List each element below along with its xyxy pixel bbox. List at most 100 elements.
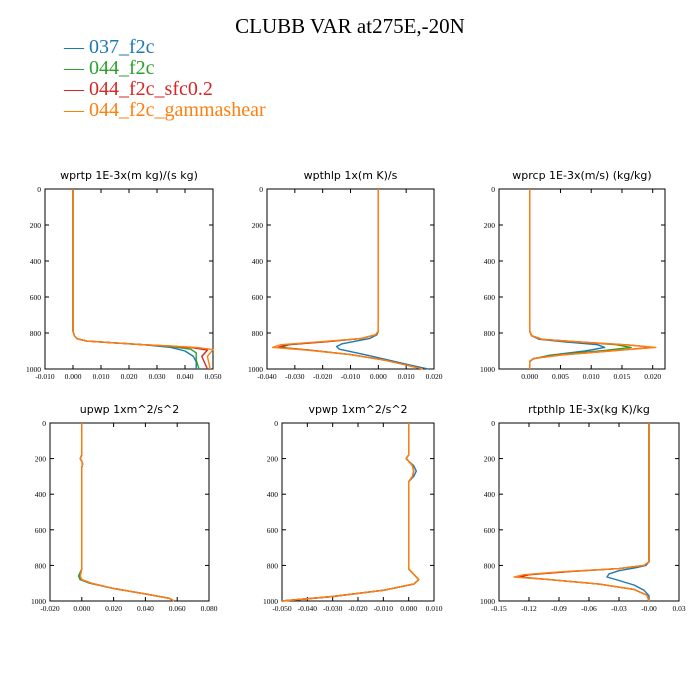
y-tick-label: 400 — [484, 490, 496, 499]
chart-panel-1: wprtp 1E-3x(m kg)/(s kg) -0.010 0.000 0.010… — [26, 169, 222, 381]
y-tick-label: 400 — [484, 257, 496, 266]
plot-frame — [49, 422, 210, 602]
legend-line-icon: — — [64, 36, 89, 58]
x-tick-label: 0.010 — [398, 372, 415, 381]
chart-panel-6: rtpthlp 1E-3x(kg K)/kg -0.15 -0.12 -0.09 -0.… — [480, 403, 686, 613]
x-tick-label: 0.010 — [93, 372, 110, 381]
legend-item-044-f2c-gammashear: — 044_f2c_gammashear — [64, 100, 266, 121]
plot-frame — [281, 422, 435, 602]
x-tick-label: 0.020 — [105, 604, 122, 613]
y-tick-label: 800 — [267, 561, 279, 570]
x-tick-label: 0.000 — [65, 372, 82, 381]
x-tick-label: -0.00 — [641, 604, 657, 613]
series-line-044-f2c-sfc0-2 — [518, 423, 650, 602]
x-tick-label: -0.020 — [313, 372, 333, 381]
chart-panel-3: wprcp 1E-3x(m/s) (kg/kg) 0.000 0.005 0.010 0… — [480, 169, 666, 381]
x-tick-label: -0.09 — [551, 604, 567, 613]
series-line-044-f2c — [281, 423, 420, 602]
x-tick-label: -0.030 — [323, 604, 343, 613]
x-tick-label: 0.000 — [370, 372, 387, 381]
y-tick-label: 200 — [35, 455, 47, 464]
x-tick-label: -0.06 — [581, 604, 597, 613]
y-tick-label: 0 — [274, 419, 278, 428]
series-line-044-f2c-sfc0-2 — [281, 423, 420, 602]
panel-title: wprcp 1E-3x(m/s) (kg/kg) — [512, 169, 651, 182]
series-line-044-f2c-gammashear — [281, 423, 420, 602]
y-tick-label: 1000 — [263, 597, 278, 606]
panel-title: vpwp 1xm^2/s^2 — [308, 403, 407, 416]
y-tick-label: 600 — [30, 293, 42, 302]
chart-panel-5: vpwp 1xm^2/s^2 -0.050 -0.040 -0.030 -0.020 -0… — [263, 403, 443, 613]
x-tick-label: -0.12 — [521, 604, 537, 613]
y-tick-label: 400 — [252, 257, 264, 266]
x-tick-label: -0.040 — [257, 372, 277, 381]
y-tick-label: 800 — [252, 329, 264, 338]
series-line-044-f2c-gammashear — [271, 189, 424, 370]
y-tick-label: 1000 — [248, 365, 263, 374]
y-tick-label: 400 — [267, 490, 279, 499]
legend-item-037-f2c: — 037_f2c — [64, 37, 266, 58]
y-tick-label: 0 — [491, 419, 495, 428]
y-tick-label: 800 — [30, 329, 42, 338]
series-line-044-f2c — [77, 423, 175, 602]
x-tick-label: -0.020 — [40, 604, 60, 613]
x-tick-label: -0.010 — [374, 604, 394, 613]
y-tick-label: 0 — [37, 185, 41, 194]
x-tick-label: 0.020 — [426, 372, 443, 381]
x-tick-label: -0.010 — [35, 372, 55, 381]
y-tick-label: 0 — [259, 185, 263, 194]
legend-line-icon: — — [64, 78, 89, 100]
y-tick-label: 1000 — [26, 365, 41, 374]
series-line-037-f2c — [606, 423, 650, 601]
legend-label: 037_f2c — [89, 36, 155, 58]
x-tick-label: -0.010 — [341, 372, 361, 381]
y-tick-label: 800 — [484, 329, 496, 338]
y-tick-label: 1000 — [31, 597, 46, 606]
y-tick-label: 800 — [484, 561, 496, 570]
y-tick-label: 1000 — [480, 365, 495, 374]
x-tick-label: -0.040 — [298, 604, 318, 613]
x-tick-label: 0.010 — [583, 372, 600, 381]
y-tick-label: 0 — [42, 419, 46, 428]
legend: — 037_f2c — 044_f2c — 044_f2c_sfc0.2 — 0… — [64, 37, 266, 121]
y-tick-label: 600 — [35, 526, 47, 535]
series-line-044-f2c-gammashear — [72, 189, 214, 370]
x-tick-label: -0.15 — [491, 604, 507, 613]
series-line-037-f2c — [77, 423, 175, 602]
x-tick-label: -0.030 — [285, 372, 305, 381]
y-tick-label: 1000 — [480, 597, 495, 606]
series-line-044-f2c-gammashear — [513, 423, 650, 602]
legend-item-044-f2c: — 044_f2c — [64, 58, 266, 79]
y-tick-label: 600 — [252, 293, 264, 302]
x-tick-label: 0.010 — [426, 604, 443, 613]
x-tick-label: 0.000 — [400, 604, 417, 613]
figure-title: CLUBB VAR at275E,-20N — [235, 14, 465, 38]
legend-label: 044_f2c — [89, 57, 155, 79]
x-tick-label: -0.03 — [611, 604, 627, 613]
y-tick-label: 600 — [267, 526, 279, 535]
x-tick-label: 0.020 — [121, 372, 138, 381]
x-tick-label: 0.040 — [177, 372, 194, 381]
y-tick-label: 200 — [30, 221, 42, 230]
panel-title: wpthlp 1x(m K)/s — [304, 169, 398, 182]
y-tick-label: 200 — [267, 455, 279, 464]
y-tick-label: 400 — [30, 257, 42, 266]
panel-title: upwp 1xm^2/s^2 — [80, 403, 180, 416]
legend-item-044-f2c-sfc0-2: — 044_f2c_sfc0.2 — [64, 79, 266, 100]
chart-panel-4: upwp 1xm^2/s^2 -0.020 0.000 0.020 0.040 0.060… — [31, 403, 218, 613]
series-line-037-f2c — [281, 423, 420, 602]
y-tick-label: 600 — [484, 293, 496, 302]
x-tick-label: 0.040 — [137, 604, 154, 613]
plot-frame — [498, 188, 666, 370]
series-line-044-f2c-sfc0-2 — [529, 189, 654, 369]
series-line-044-f2c-gammashear — [529, 189, 657, 369]
y-tick-label: 200 — [484, 455, 496, 464]
y-tick-label: 800 — [35, 561, 47, 570]
panel-title: rtpthlp 1E-3x(kg K)/kg — [528, 403, 650, 416]
x-tick-label: 0.005 — [552, 372, 569, 381]
legend-label: 044_f2c_gammashear — [89, 99, 266, 121]
series-line-037-f2c — [529, 189, 606, 369]
series-line-044-f2c-gammashear — [79, 423, 175, 602]
